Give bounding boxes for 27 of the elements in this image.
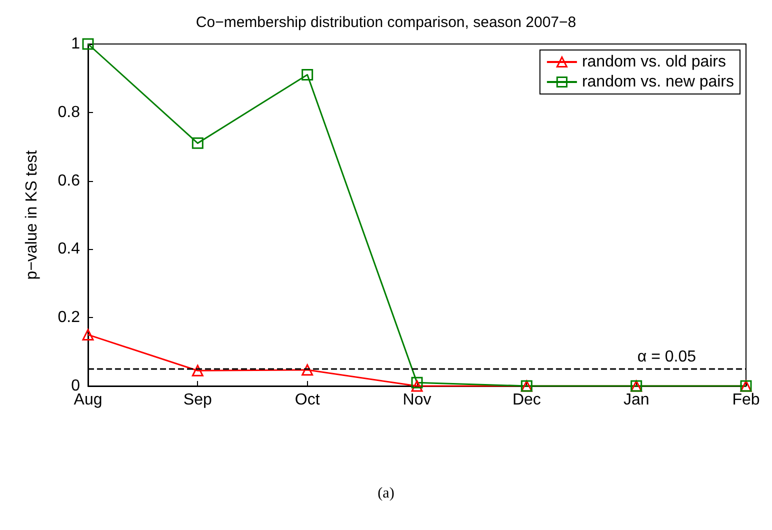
legend-label: random vs. old pairs	[582, 54, 726, 70]
x-tick-label: Jan	[623, 392, 650, 408]
y-tick-label: 0.8	[58, 104, 80, 121]
point	[302, 69, 314, 81]
point	[411, 376, 423, 388]
point	[192, 137, 204, 149]
point	[82, 328, 94, 340]
text: (a)	[378, 486, 394, 502]
legend-label: random vs. new pairs	[582, 74, 734, 90]
y-axis-title: p−value in KS test	[24, 150, 40, 280]
x-tick-label: Aug	[74, 392, 102, 408]
y-tick-label: 0	[71, 378, 80, 394]
y-tick-label: 0.4	[58, 240, 80, 258]
x-tick-label: Nov	[402, 392, 432, 408]
y-tick-label: 0.2	[58, 309, 80, 326]
ref-line-label: α = 0.05	[637, 348, 696, 366]
x-tick-label: Feb	[732, 392, 760, 408]
x-tick-label: Dec	[512, 392, 541, 408]
x-tick-label: Sep	[183, 392, 212, 408]
point	[411, 380, 423, 392]
point	[192, 364, 204, 376]
y-tick-label: 1	[71, 36, 80, 52]
point	[302, 364, 314, 376]
point	[82, 38, 94, 50]
y-tick-label: 0.6	[58, 172, 80, 190]
x-tick-label: Oct	[294, 392, 320, 408]
chart-title: Co−membership distribution comparison, season 2007−8	[196, 14, 576, 31]
